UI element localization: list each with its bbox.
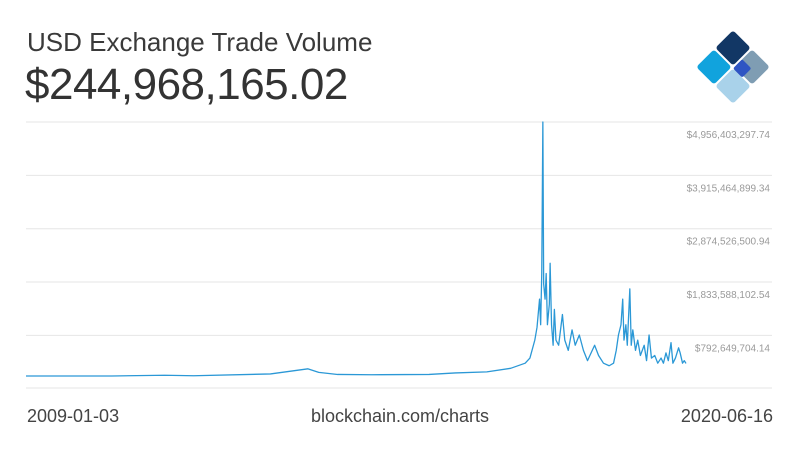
series-layer bbox=[26, 121, 687, 377]
logo-tile-accent bbox=[733, 60, 751, 77]
logo-tile-blue bbox=[716, 69, 750, 103]
y-tick-label: $1,833,588,102.54 bbox=[687, 290, 771, 301]
y-tick-label: $2,874,526,500.94 bbox=[687, 237, 771, 248]
source-link[interactable]: blockchain.com/charts bbox=[310, 406, 490, 426]
chart-title: USD Exchange Trade Volume bbox=[27, 27, 373, 57]
current-value: $244,968,165.02 bbox=[25, 60, 348, 109]
y-tick-labels: $4,956,403,297.74 $3,915,464,899.34 $2,874… bbox=[687, 130, 771, 354]
blockchain-diamond-logo[interactable] bbox=[692, 26, 774, 108]
series-line bbox=[26, 121, 687, 377]
start-date: 2009-01-03 bbox=[27, 406, 120, 426]
y-tick-label: $3,915,464,899.34 bbox=[687, 183, 771, 194]
logo-tile-cyan bbox=[697, 50, 731, 84]
y-tick-label: $4,956,403,297.74 bbox=[687, 130, 771, 141]
logo-tile-dark-navy bbox=[716, 31, 750, 65]
end-date: 2020-06-16 bbox=[680, 406, 773, 426]
y-tick-label: $792,649,704.14 bbox=[695, 343, 771, 354]
grid-layer bbox=[26, 121, 772, 389]
